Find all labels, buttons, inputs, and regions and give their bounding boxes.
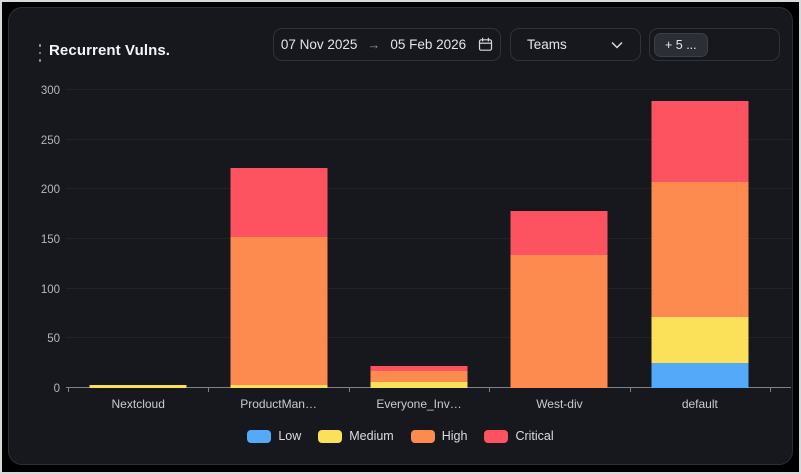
legend-swatch (484, 429, 509, 443)
bar-slot (208, 90, 348, 388)
teams-select-value: Teams (527, 37, 567, 52)
bar-segment-critical[interactable] (230, 167, 328, 238)
bar-segment-high[interactable] (510, 254, 608, 388)
recurrent-vulns-card: Recurrent Vulns. 07 Nov 2025 → 05 Feb 20… (8, 7, 793, 465)
bars-layer (68, 90, 770, 388)
bar-slot (68, 90, 208, 388)
drag-handle-icon[interactable] (37, 44, 43, 62)
stacked-bar-default[interactable] (651, 100, 749, 388)
x-axis-tick (68, 388, 69, 392)
x-axis-category-label: ProductMan… (240, 397, 317, 411)
bar-segment-critical[interactable] (370, 366, 468, 372)
x-axis-tick (489, 388, 491, 392)
more-teams-chip[interactable]: + 5 ... (654, 32, 708, 57)
gridline (66, 287, 791, 289)
legend-label: Medium (349, 429, 394, 443)
x-axis-category-label: default (681, 397, 718, 411)
x-axis-category-label: Everyone_Inv… (376, 397, 462, 411)
legend-item-critical[interactable]: Critical (484, 429, 554, 443)
gridline (66, 238, 791, 239)
legend-label: Critical (515, 429, 554, 443)
bar-segment-low[interactable] (651, 363, 749, 388)
y-axis-tick-label: 250 (40, 134, 60, 147)
gridline (66, 188, 791, 190)
legend-label: High (441, 429, 468, 443)
y-axis-tick-label: 150 (40, 234, 60, 246)
legend-swatch (410, 429, 435, 443)
x-axis-category-label: West-div (536, 397, 583, 411)
arrow-right-icon: → (367, 37, 381, 52)
legend-item-high[interactable]: High (410, 429, 468, 443)
selected-teams-container: + 5 ... (649, 28, 780, 61)
chart-legend: Low Medium High Critical (9, 429, 792, 443)
x-axis-tick (770, 388, 771, 392)
bar-segment-medium[interactable] (89, 385, 187, 388)
stacked-bar-west-div[interactable] (510, 211, 608, 388)
gridline (66, 337, 791, 339)
date-range-start[interactable]: 07 Nov 2025 (280, 37, 358, 52)
plot-area (66, 89, 791, 392)
x-axis-ticks (68, 388, 771, 392)
date-range-picker[interactable]: 07 Nov 2025 → 05 Feb 2026 (273, 28, 501, 61)
bar-segment-critical[interactable] (651, 100, 749, 183)
chevron-down-icon (611, 41, 623, 49)
y-axis-tick-label: 300 (40, 85, 60, 97)
y-axis-tick-label: 100 (40, 283, 60, 296)
y-axis-labels: 0 50 100 150 200 250 300 (9, 85, 60, 395)
bar-segment-medium[interactable] (651, 316, 749, 364)
y-axis-tick-label: 50 (47, 333, 60, 346)
bar-segment-medium[interactable] (370, 382, 468, 388)
calendar-icon[interactable] (478, 37, 493, 52)
card-title: Recurrent Vulns. (49, 42, 171, 59)
legend-item-low[interactable]: Low (247, 429, 301, 443)
legend-swatch (318, 429, 343, 443)
bar-slot (630, 90, 770, 388)
y-axis-tick-label: 0 (53, 383, 60, 395)
x-axis-tick (208, 388, 210, 392)
stacked-bar-everyone_inv[interactable] (370, 366, 468, 388)
bar-slot (489, 90, 629, 388)
teams-select[interactable]: Teams (510, 28, 641, 61)
gridline (66, 138, 791, 140)
x-axis-tick (348, 388, 350, 392)
bar-segment-critical[interactable] (510, 211, 608, 255)
stacked-bar-nextcloud[interactable] (89, 385, 187, 388)
legend-swatch (247, 429, 272, 443)
gridline (66, 89, 791, 90)
bar-segment-high[interactable] (370, 371, 468, 383)
x-axis-category-label: Nextcloud (111, 397, 165, 411)
bar-segment-medium[interactable] (230, 385, 328, 388)
x-axis-labels: Nextcloud ProductMan… Everyone_Inv… West-di… (68, 397, 770, 411)
x-axis-tick (629, 388, 631, 392)
legend-label: Low (278, 429, 302, 443)
bar-slot (349, 90, 489, 388)
bar-segment-high[interactable] (230, 237, 328, 386)
stacked-bar-productman[interactable] (230, 167, 328, 388)
y-axis-tick-label: 200 (40, 184, 60, 197)
legend-item-medium[interactable]: Medium (318, 429, 394, 443)
bar-segment-high[interactable] (651, 182, 749, 317)
date-range-end[interactable]: 05 Feb 2026 (390, 37, 467, 52)
